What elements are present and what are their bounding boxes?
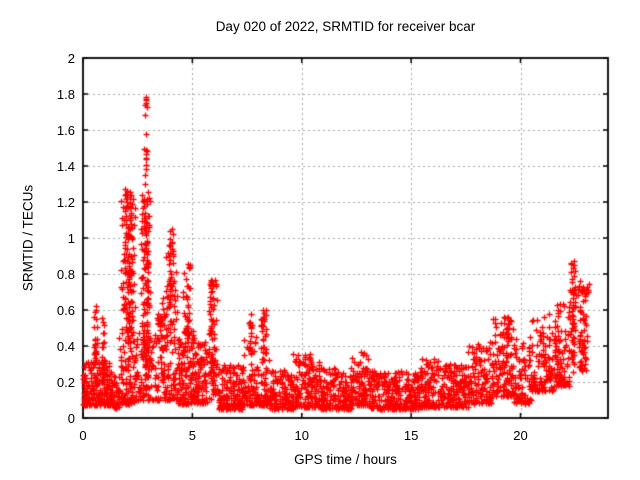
chart-title: Day 020 of 2022, SRMTID for receiver bca… (215, 19, 476, 34)
y-tick-label: 0.2 (56, 375, 75, 390)
y-tick-label: 1.2 (56, 195, 75, 210)
y-tick-label: 1 (67, 231, 75, 246)
x-tick-label: 15 (403, 428, 419, 443)
y-tick-label: 0 (67, 411, 75, 426)
y-tick-label: 1.6 (56, 123, 75, 138)
y-tick-label: 2 (67, 51, 75, 66)
x-tick-label: 20 (513, 428, 528, 443)
x-tick-label: 5 (188, 428, 196, 443)
y-tick-label: 0.6 (56, 303, 75, 318)
y-tick-label: 0.8 (56, 267, 75, 282)
x-tick-label: 0 (79, 428, 87, 443)
x-axis-label: GPS time / hours (294, 452, 397, 467)
y-tick-label: 1.4 (56, 159, 75, 174)
y-tick-label: 0.4 (56, 339, 75, 354)
y-tick-label: 1.8 (56, 87, 75, 102)
x-tick-label: 10 (294, 428, 309, 443)
